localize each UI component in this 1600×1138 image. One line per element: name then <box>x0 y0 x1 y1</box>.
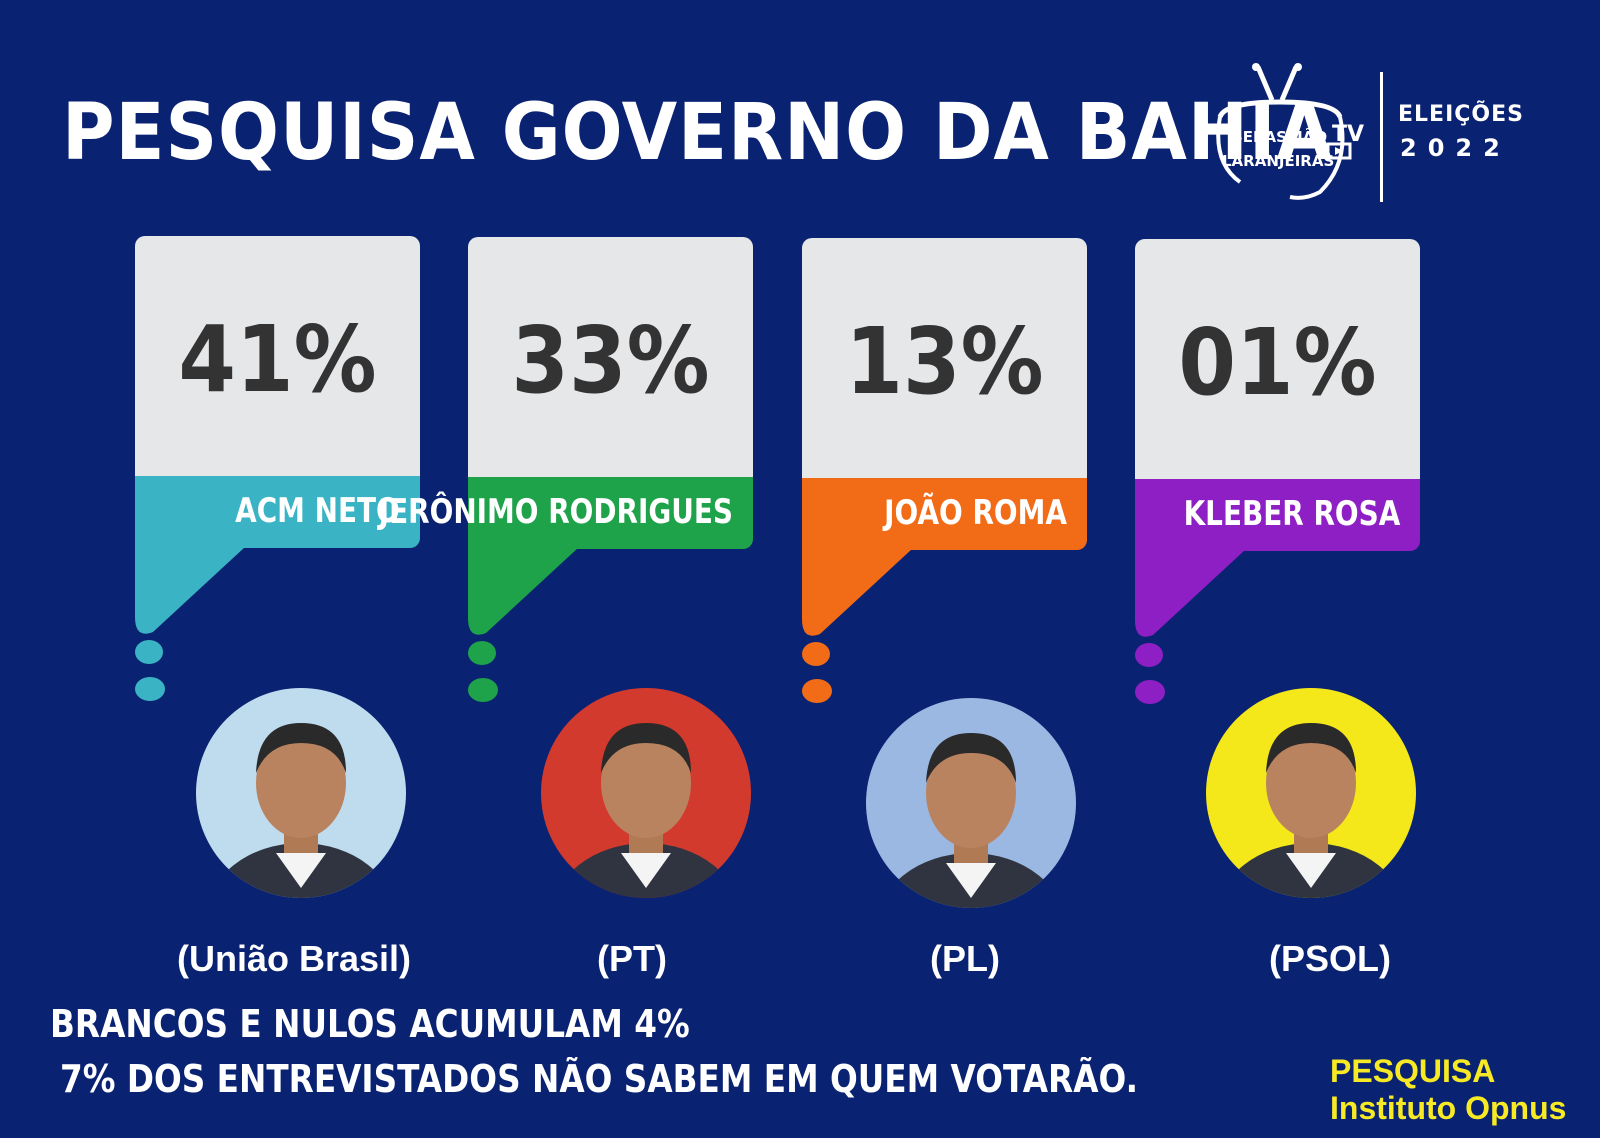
thought-dot <box>468 641 496 665</box>
name-band <box>1135 479 1420 551</box>
thought-dot <box>135 640 163 664</box>
candidate-name: JOÃO ROMA <box>884 493 1067 533</box>
candidate-card: 33% JERÔNIMO RODRIGUES <box>379 237 753 707</box>
percent-box <box>1135 239 1420 479</box>
footer-line2: 7% DOS ENTREVISTADOS NÃO SABEM EM QUEM V… <box>60 1057 1138 1101</box>
percent-box <box>802 238 1087 478</box>
source-line2: Instituto Opnus <box>1330 1090 1567 1126</box>
thought-dot <box>135 677 165 701</box>
name-band <box>802 478 1087 550</box>
candidate-percent: 13% <box>845 308 1044 415</box>
name-band <box>135 476 420 548</box>
speech-tail <box>802 549 912 636</box>
thought-dot <box>1135 680 1165 704</box>
source-line1: PESQUISA <box>1330 1053 1496 1089</box>
candidate-name: KLEBER ROSA <box>1183 494 1400 534</box>
person-icon <box>879 733 1063 908</box>
speech-tail <box>1135 550 1245 637</box>
candidate-photo <box>866 698 1076 908</box>
person-icon <box>554 723 738 898</box>
logo-line2: LARANJEIRAS <box>1222 152 1335 170</box>
candidate-name: ACM NETO <box>235 491 400 531</box>
logo-line1: SEBASTIÃO <box>1232 128 1328 146</box>
thought-dot <box>1135 643 1163 667</box>
candidate-card: 13% JOÃO ROMA <box>802 238 1087 708</box>
candidate-percent: 41% <box>178 306 377 413</box>
candidate-party: (PSOL) <box>1269 938 1391 979</box>
candidate-card: 41% ACM NETO <box>135 236 420 706</box>
candidate-party: (União Brasil) <box>176 938 412 979</box>
candidate-percent: 33% <box>511 307 710 414</box>
logo-elections: ELEIÇÕES <box>1398 102 1524 127</box>
candidate-name: JERÔNIMO RODRIGUES <box>378 492 733 532</box>
person-icon <box>1219 723 1403 898</box>
thought-dot <box>802 642 830 666</box>
logo-year: 2022 <box>1400 134 1511 162</box>
candidate-card: 01% KLEBER ROSA <box>1135 239 1420 709</box>
page-title: PESQUISA GOVERNO DA BAHIA <box>62 88 1333 178</box>
thought-dot <box>468 678 498 702</box>
percent-box <box>468 237 753 477</box>
thought-dot <box>802 679 832 703</box>
candidate-photo <box>541 688 751 898</box>
candidate-percent: 01% <box>1178 309 1377 416</box>
footer-line1: BRANCOS E NULOS ACUMULAM 4% <box>50 1002 690 1046</box>
candidate-photo <box>196 688 406 898</box>
candidate-party: (PL) <box>930 938 1000 979</box>
speech-tail <box>135 547 245 634</box>
name-band <box>468 477 753 549</box>
logo-divider <box>1380 72 1383 202</box>
candidate-photo <box>1206 688 1416 898</box>
channel-logo: SEBASTIÃO LARANJEIRAS TV ELEIÇÕES 2022 <box>1210 62 1570 207</box>
speech-tail <box>468 548 578 635</box>
logo-tv: TV <box>1332 122 1365 147</box>
candidate-party: (PT) <box>597 938 667 979</box>
person-icon <box>209 723 393 898</box>
percent-box <box>135 236 420 476</box>
tv-antenna-icon <box>1216 63 1352 200</box>
